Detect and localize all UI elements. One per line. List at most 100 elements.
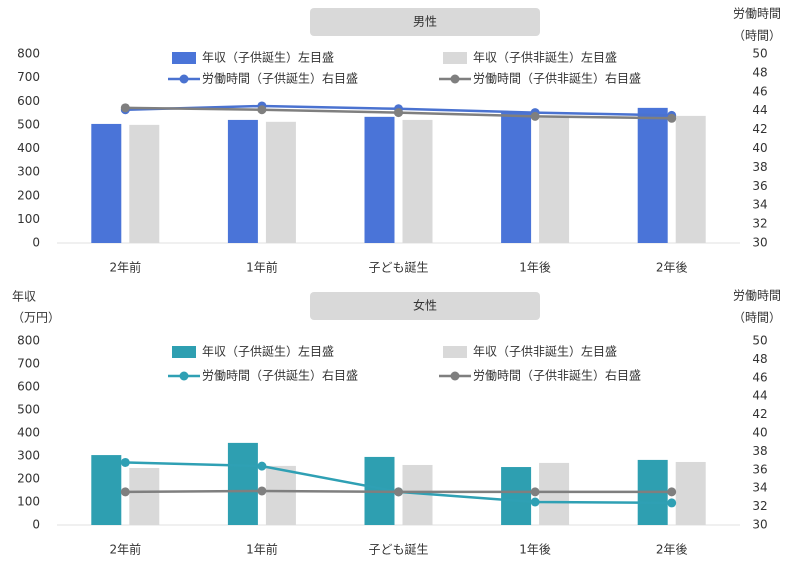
y2-tick-label: 48 xyxy=(752,65,767,79)
chart-title: 男性 xyxy=(413,15,437,29)
x-tick-label: 2年前 xyxy=(109,542,141,557)
bar xyxy=(91,455,122,525)
y-tick-label: 0 xyxy=(32,236,40,250)
x-tick-label: 2年後 xyxy=(656,261,688,275)
bar xyxy=(129,124,160,243)
y-title: 年収 xyxy=(12,290,36,304)
x-tick-label: 子ども誕生 xyxy=(368,261,428,275)
bar xyxy=(675,115,706,243)
title-box xyxy=(310,8,540,36)
bar xyxy=(227,442,258,525)
marker xyxy=(257,461,267,471)
y2-tick-label: 30 xyxy=(752,518,767,532)
y-tick-label: 400 xyxy=(17,426,40,440)
y-tick-label: 400 xyxy=(17,141,40,155)
y-tick-label: 200 xyxy=(17,188,40,202)
legend-swatch xyxy=(172,346,196,358)
legend-label: 労働時間（子供誕生）右目盛 xyxy=(202,71,358,86)
bar xyxy=(265,465,296,525)
legend-swatch xyxy=(443,52,467,64)
bar xyxy=(364,116,395,243)
y-tick-label: 600 xyxy=(17,380,40,394)
y-tick-label: 300 xyxy=(17,165,40,179)
legend-marker xyxy=(450,371,460,381)
marker xyxy=(530,111,540,121)
bar xyxy=(227,119,258,243)
y2-tick-label: 34 xyxy=(752,481,767,495)
y-tick-label: 800 xyxy=(17,47,40,61)
y2-tick-label: 36 xyxy=(752,462,767,476)
x-tick-label: 子ども誕生 xyxy=(368,543,428,557)
bar xyxy=(265,121,296,243)
y2-tick-label: 38 xyxy=(752,160,767,174)
marker xyxy=(530,497,540,507)
y-tick-label: 200 xyxy=(17,472,40,486)
marker xyxy=(120,487,130,497)
y-tick-label: 700 xyxy=(17,357,40,371)
y-tick-label: 100 xyxy=(17,212,40,226)
y2-title: 労働時間 xyxy=(733,289,781,303)
x-tick-label: 1年後 xyxy=(519,543,551,557)
x-tick-label: 2年後 xyxy=(656,543,688,557)
marker xyxy=(667,487,677,497)
y-tick-label: 0 xyxy=(32,518,40,532)
y2-tick-label: 40 xyxy=(752,426,767,440)
legend-marker xyxy=(179,371,189,381)
x-tick-label: 1年前 xyxy=(246,542,278,557)
y2-tick-label: 42 xyxy=(752,407,767,421)
bar xyxy=(539,117,570,243)
y-unit: （万円） xyxy=(12,311,60,325)
y2-tick-label: 44 xyxy=(752,389,767,403)
y2-title: 労働時間 xyxy=(733,7,781,21)
y-tick-label: 500 xyxy=(17,403,40,417)
y2-tick-label: 50 xyxy=(752,47,767,61)
y2-tick-label: 32 xyxy=(752,217,767,231)
y2-tick-label: 46 xyxy=(752,370,767,384)
bar xyxy=(539,462,570,525)
y-tick-label: 700 xyxy=(17,70,40,84)
y-tick-label: 600 xyxy=(17,94,40,108)
legend-marker xyxy=(450,74,460,84)
bar xyxy=(501,111,532,243)
y2-tick-label: 36 xyxy=(752,179,767,193)
y2-tick-label: 34 xyxy=(752,198,767,212)
marker xyxy=(257,486,267,496)
y2-tick-label: 38 xyxy=(752,444,767,458)
chart-title: 女性 xyxy=(413,298,437,313)
y-tick-label: 100 xyxy=(17,495,40,509)
y2-tick-label: 42 xyxy=(752,122,767,136)
legend-label: 労働時間（子供誕生）右目盛 xyxy=(202,368,358,383)
line xyxy=(125,461,672,505)
y2-tick-label: 48 xyxy=(752,352,767,366)
marker xyxy=(394,487,403,497)
legend-marker xyxy=(179,74,189,84)
bar xyxy=(91,123,122,243)
marker xyxy=(394,108,403,118)
legend-label: 労働時間（子供非誕生）右目盛 xyxy=(473,368,641,383)
legend-label: 年収（子供非誕生）左目盛 xyxy=(473,50,617,65)
legend-swatch xyxy=(443,346,467,358)
legend-label: 労働時間（子供非誕生）右目盛 xyxy=(473,71,641,86)
bar xyxy=(501,467,532,525)
bar xyxy=(637,107,668,244)
marker xyxy=(120,103,130,113)
marker xyxy=(120,457,130,467)
legend-label: 年収（子供非誕生）左目盛 xyxy=(473,344,617,359)
marker xyxy=(530,487,540,497)
title-box xyxy=(310,292,540,320)
marker xyxy=(257,105,267,115)
x-tick-label: 1年後 xyxy=(519,261,551,275)
marker xyxy=(667,498,677,508)
y2-tick-label: 40 xyxy=(752,141,767,155)
y-tick-label: 800 xyxy=(17,334,40,348)
y2-tick-label: 32 xyxy=(752,499,767,513)
legend-label: 年収（子供誕生）左目盛 xyxy=(202,344,334,359)
y2-unit: （時間） xyxy=(733,29,781,43)
y-tick-label: 300 xyxy=(17,449,40,463)
bar xyxy=(402,119,433,243)
y2-tick-label: 46 xyxy=(752,84,767,98)
x-tick-label: 2年前 xyxy=(109,260,141,275)
bar xyxy=(675,461,706,525)
